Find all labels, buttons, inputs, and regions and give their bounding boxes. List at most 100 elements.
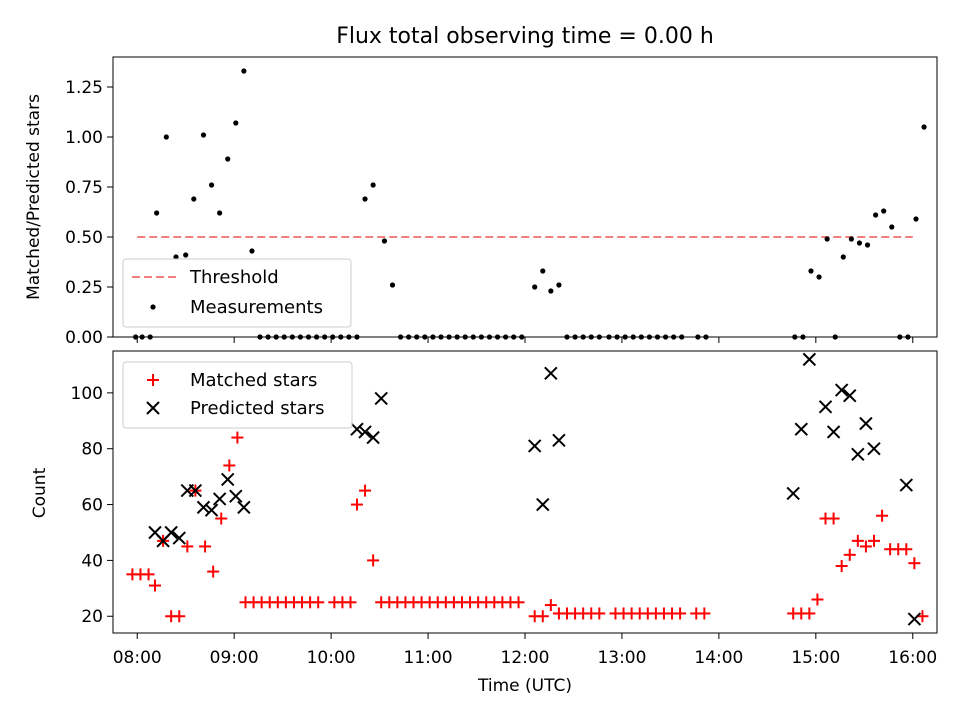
x-tick-label: 12:00 bbox=[501, 648, 550, 668]
matched-point bbox=[908, 557, 921, 570]
matched-point bbox=[350, 498, 363, 511]
x-tick-label: 10:00 bbox=[307, 648, 356, 668]
measurements-legend-label: Measurements bbox=[190, 297, 323, 318]
matched-point bbox=[359, 484, 372, 497]
predicted-point bbox=[350, 422, 364, 436]
y-tick-label: 1.00 bbox=[65, 128, 103, 148]
x-tick-label: 15:00 bbox=[791, 648, 840, 668]
top-legend: Threshold Measurements bbox=[122, 258, 352, 328]
measurement-point bbox=[808, 268, 814, 274]
bottom-y-axis-label: Count bbox=[30, 467, 50, 518]
predicted-point bbox=[366, 430, 380, 445]
measurement-point bbox=[548, 288, 554, 294]
x-tick-label: 14:00 bbox=[694, 648, 743, 668]
measurement-point bbox=[873, 212, 879, 218]
y-tick-label: 80 bbox=[81, 440, 103, 460]
x-tick-label: 08:00 bbox=[113, 648, 162, 668]
y-tick-label: 40 bbox=[81, 551, 103, 571]
predicted-point bbox=[229, 489, 243, 503]
y-tick-label: 60 bbox=[81, 496, 103, 516]
matched-point bbox=[544, 599, 557, 612]
measurement-point bbox=[200, 132, 207, 138]
matched-point bbox=[231, 431, 244, 444]
predicted-point bbox=[204, 503, 219, 517]
matched-point bbox=[867, 534, 880, 547]
x-tick-label: 16:00 bbox=[888, 648, 937, 668]
matched-point bbox=[223, 459, 236, 472]
matched-legend-swatch bbox=[147, 374, 159, 386]
measurement-point bbox=[249, 248, 255, 254]
y-tick-label: 0.75 bbox=[65, 178, 103, 198]
matched-point bbox=[142, 568, 155, 581]
matched-point bbox=[843, 548, 856, 561]
predicted-point bbox=[544, 366, 558, 381]
top-y-ticks: 0.00 0.25 0.50 0.75 1.00 1.25 bbox=[65, 78, 113, 348]
predicted-point bbox=[851, 447, 865, 462]
x-tick-label: 09:00 bbox=[210, 648, 259, 668]
predicted-point bbox=[786, 486, 800, 501]
predicted-point bbox=[794, 422, 808, 436]
top-plot-frame bbox=[112, 56, 938, 338]
measurement-point bbox=[163, 134, 169, 140]
y-tick-label: 20 bbox=[81, 607, 103, 627]
matched-point bbox=[674, 607, 687, 620]
predicted-point bbox=[826, 425, 841, 439]
measurement-point bbox=[183, 252, 189, 258]
predicted-point bbox=[859, 416, 873, 431]
x-axis-label: Time (UTC) bbox=[477, 676, 572, 696]
matched-point bbox=[698, 607, 711, 620]
bottom-y-ticks: 20 40 60 80 100 bbox=[71, 384, 113, 627]
measurement-point bbox=[840, 254, 846, 260]
matched-point bbox=[803, 607, 816, 620]
top-panel: Flux total observing time = 0.00 h Match… bbox=[24, 24, 938, 348]
measurement-point bbox=[913, 216, 919, 222]
matched-point bbox=[149, 579, 162, 592]
measurement-point bbox=[225, 156, 231, 162]
predicted-point bbox=[164, 525, 178, 540]
measurement-point bbox=[241, 68, 247, 74]
predicted-point bbox=[802, 352, 817, 367]
measurement-point bbox=[233, 120, 239, 126]
measurement-point bbox=[889, 224, 895, 230]
top-series bbox=[133, 68, 927, 340]
legend-box bbox=[122, 361, 353, 429]
matched-point bbox=[367, 554, 380, 567]
measurement-point bbox=[824, 236, 830, 242]
measurement-point bbox=[816, 274, 822, 280]
matched-point bbox=[344, 596, 357, 609]
chart-title: Flux total observing time = 0.00 h bbox=[336, 24, 714, 49]
predicted-point bbox=[867, 442, 881, 456]
predicted-point bbox=[907, 612, 922, 626]
predicted-point bbox=[899, 478, 914, 492]
measurement-point bbox=[556, 282, 562, 288]
predicted-point bbox=[834, 383, 849, 397]
matched-legend-label: Matched stars bbox=[190, 370, 317, 391]
x-tick-label: 11:00 bbox=[404, 648, 453, 668]
bottom-legend: Matched stars Predicted stars bbox=[122, 361, 353, 429]
y-tick-label: 100 bbox=[71, 384, 103, 404]
matched-point bbox=[312, 596, 325, 609]
y-tick-label: 0.00 bbox=[65, 328, 103, 348]
predicted-point bbox=[172, 531, 186, 545]
predicted-point bbox=[212, 492, 227, 506]
measurement-point bbox=[173, 254, 179, 260]
measurements-legend-swatch bbox=[150, 304, 156, 310]
bottom-x-ticks: 08:00 09:00 10:00 11:00 12:00 13:00 14:00 15:00… bbox=[113, 633, 937, 668]
predicted-point bbox=[374, 391, 388, 406]
predicted-point bbox=[536, 497, 550, 512]
predicted-point bbox=[552, 433, 566, 448]
matched-point bbox=[181, 540, 194, 553]
matched-point bbox=[173, 610, 186, 623]
bottom-series bbox=[126, 352, 929, 626]
top-y-axis-label: Matched/Predicted stars bbox=[24, 94, 44, 300]
measurement-point bbox=[864, 242, 871, 248]
predicted-point bbox=[188, 483, 203, 498]
matched-point bbox=[851, 534, 864, 547]
measurement-point bbox=[191, 196, 197, 202]
measurement-point bbox=[154, 210, 160, 216]
matched-point bbox=[811, 593, 824, 606]
predicted-point bbox=[818, 400, 833, 414]
measurement-point bbox=[921, 124, 927, 130]
predicted-point bbox=[196, 500, 211, 515]
